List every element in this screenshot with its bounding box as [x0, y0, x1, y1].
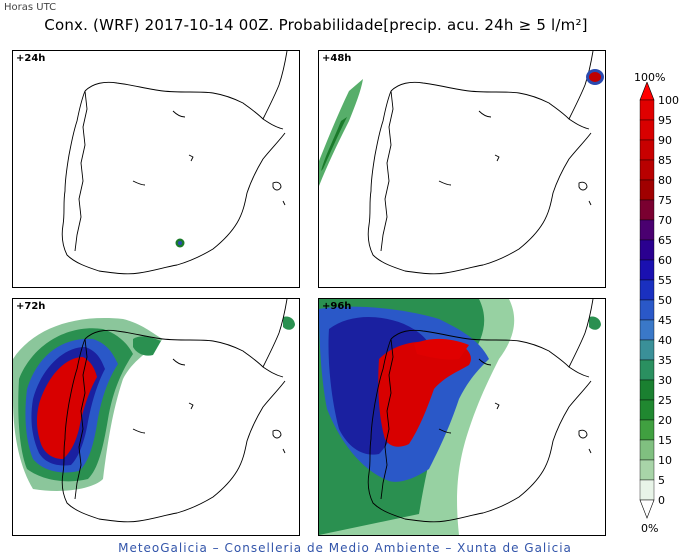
colorbar-segment: [639, 259, 655, 281]
precip-band-core: [321, 117, 347, 171]
colorbar-segment: [639, 159, 655, 181]
colorbar-tick-label: 5: [658, 474, 665, 487]
colorbar-tick-label: 70: [658, 214, 672, 227]
colorbar-segment: [639, 239, 655, 261]
colorbar-segment: [639, 399, 655, 421]
precip-band: [319, 79, 363, 186]
precip-core: [589, 72, 601, 82]
map-panel-72h: +72h: [12, 298, 300, 536]
colorbar-bottom-label: 0%: [641, 522, 659, 535]
utc-label: Horas UTC: [4, 2, 57, 13]
colorbar-segment: [639, 439, 655, 461]
panel-label: +72h: [16, 301, 46, 312]
colorbar-segment: [639, 279, 655, 301]
colorbar-top-cap: [639, 82, 655, 101]
colorbar-tick-label: 60: [658, 254, 672, 267]
colorbar-segment: [639, 99, 655, 121]
colorbar-segment: [639, 179, 655, 201]
map-title: Conx. (WRF) 2017-10-14 00Z. Probabilidad…: [44, 16, 588, 34]
panel-label: +48h: [322, 53, 352, 64]
colorbar-segment: [639, 359, 655, 381]
colorbar-segment: [639, 339, 655, 361]
iberia-map: [319, 299, 601, 535]
colorbar-segment: [639, 139, 655, 161]
colorbar-segment: [639, 219, 655, 241]
map-panel-48h: +48h: [318, 50, 606, 288]
colorbar-tick-label: 0: [658, 494, 665, 507]
colorbar: 1009590858075706560555045403530252015105…: [639, 82, 679, 519]
colorbar-tick-label: 35: [658, 354, 672, 367]
colorbar-segment: [639, 379, 655, 401]
colorbar-tick-label: 65: [658, 234, 672, 247]
colorbar-tick-label: 55: [658, 274, 672, 287]
colorbar-segment: [639, 459, 655, 481]
colorbar-tick-label: 90: [658, 134, 672, 147]
colorbar-tick-label: 45: [658, 314, 672, 327]
colorbar-top-label: 100%: [634, 71, 666, 84]
colorbar-segment: [639, 479, 655, 501]
colorbar-tick-label: 20: [658, 414, 672, 427]
panel-label: +96h: [322, 301, 352, 312]
colorbar-tick-label: 15: [658, 434, 672, 447]
colorbar-bottom-cap: [639, 499, 655, 519]
precip-core: [178, 241, 182, 245]
colorbar-tick-label: 50: [658, 294, 672, 307]
colorbar-tick-label: 75: [658, 194, 672, 207]
colorbar-tick-label: 10: [658, 454, 672, 467]
iberia-map: [13, 299, 295, 523]
colorbar-segment: [639, 199, 655, 221]
colorbar-segment: [639, 419, 655, 441]
iberia-map: [61, 51, 288, 275]
colorbar-tick-label: 40: [658, 334, 672, 347]
map-panel-96h: +96h: [318, 298, 606, 536]
colorbar-tick-label: 95: [658, 114, 672, 127]
colorbar-tick-label: 25: [658, 394, 672, 407]
colorbar-tick-label: 85: [658, 154, 672, 167]
colorbar-tick-label: 80: [658, 174, 672, 187]
iberia-map: [319, 51, 604, 275]
colorbar-tick-label: 100: [658, 94, 679, 107]
colorbar-tick-label: 30: [658, 374, 672, 387]
map-panel-24h: +24h: [12, 50, 300, 288]
colorbar-segment: [639, 299, 655, 321]
footer-credit: MeteoGalicia – Conselleria de Medio Ambi…: [118, 541, 572, 555]
panel-label: +24h: [16, 53, 46, 64]
colorbar-segment: [639, 319, 655, 341]
colorbar-segment: [639, 119, 655, 141]
